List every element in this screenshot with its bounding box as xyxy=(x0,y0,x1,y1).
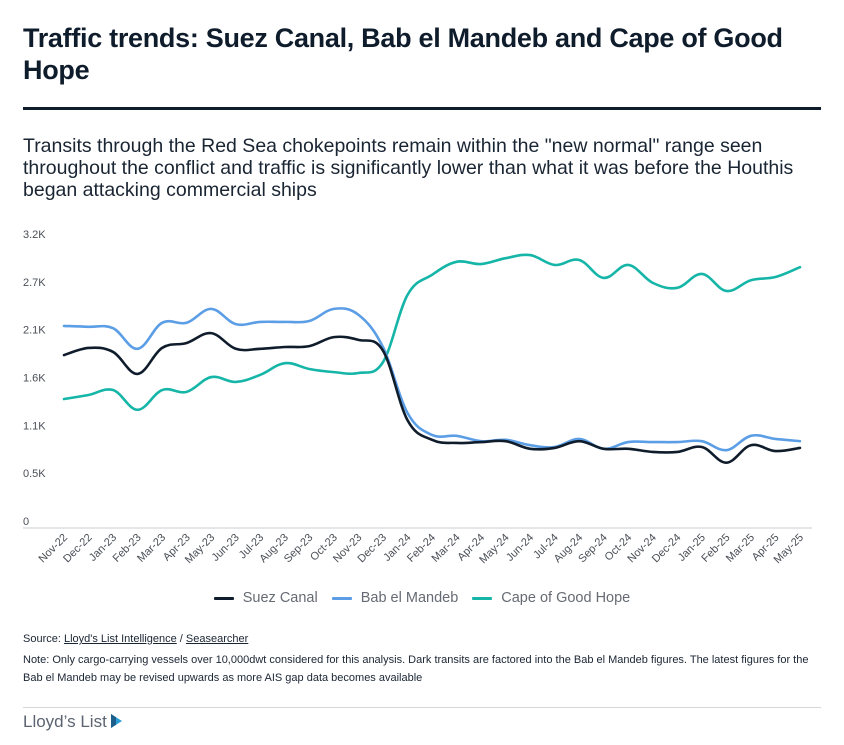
y-tick-label: 1.1K xyxy=(23,420,46,432)
series-lines xyxy=(62,253,802,465)
legend-swatch-cape-of-good-hope xyxy=(472,596,493,600)
source-prefix: Source: xyxy=(23,633,64,645)
series-line-bab-el-mandeb xyxy=(62,307,802,452)
y-axis: 0 0.5K 1.1K 1.6K 2.1K 2.7K 3.2K xyxy=(23,229,46,528)
legend-item-cape-of-good-hope[interactable]: Cape of Good Hope xyxy=(472,590,630,606)
y-tick-label: 0.5K xyxy=(23,468,46,480)
legend-item-bab-el-mandeb[interactable]: Bab el Mandeb xyxy=(331,590,459,606)
chart-subtitle: Transits through the Red Sea chokepoints… xyxy=(23,135,794,201)
legend-swatch-suez-canal xyxy=(213,596,234,600)
source-line: Source: Lloyd's List Intelligence / Seas… xyxy=(23,633,248,645)
logo-text: Lloyd’s List xyxy=(23,712,107,731)
lloyds-list-logo[interactable]: Lloyd’s List xyxy=(23,712,123,732)
source-link-lloyds-list-intelligence[interactable]: Lloyd's List Intelligence xyxy=(63,633,177,645)
y-tick-label: 1.6K xyxy=(23,373,46,385)
y-tick-label: 2.1K xyxy=(23,325,46,337)
x-tick-label: Jun-24 xyxy=(504,532,536,564)
series-line-suez-canal xyxy=(62,331,802,465)
footnote: Note: Only cargo-carrying vessels over 1… xyxy=(23,654,809,684)
y-tick-label: 2.7K xyxy=(23,277,46,289)
source-separator: / xyxy=(176,633,186,645)
x-axis: Nov-22Dec-22Jan-23Feb-23Mar-23Apr-23May-… xyxy=(37,532,807,566)
y-tick-label: 0 xyxy=(23,516,29,528)
title-divider xyxy=(23,107,821,110)
play-arrow-icon xyxy=(110,714,122,728)
legend-swatch-bab-el-mandeb xyxy=(331,596,352,600)
legend-item-suez-canal[interactable]: Suez Canal xyxy=(213,590,318,606)
legend-label: Suez Canal xyxy=(242,590,318,606)
source-link-seasearcher[interactable]: Seasearcher xyxy=(185,633,249,645)
line-chart: 0 0.5K 1.1K 1.6K 2.1K 2.7K 3.2K Nov-22Dec-22Ja… xyxy=(23,229,812,566)
series-line-cape-of-good-hope xyxy=(62,253,802,412)
legend-label: Cape of Good Hope xyxy=(501,590,631,606)
footer-divider xyxy=(23,707,821,708)
legend-label: Bab el Mandeb xyxy=(360,590,459,606)
chart-title: Traffic trends: Suez Canal, Bab el Mande… xyxy=(23,23,783,85)
y-tick-label: 3.2K xyxy=(23,229,46,241)
legend: Suez Canal Bab el Mandeb Cape of Good Ho… xyxy=(0,590,844,606)
x-tick-label: Jun-23 xyxy=(210,532,242,564)
